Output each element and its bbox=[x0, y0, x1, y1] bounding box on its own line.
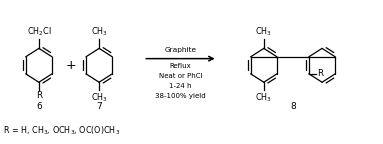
Text: CH$_3$: CH$_3$ bbox=[255, 91, 272, 104]
Text: Neat or PhCl: Neat or PhCl bbox=[159, 73, 202, 79]
Text: CH$_3$: CH$_3$ bbox=[255, 25, 272, 38]
Text: 38-100% yield: 38-100% yield bbox=[155, 92, 206, 98]
Text: Graphite: Graphite bbox=[164, 47, 196, 53]
Text: 7: 7 bbox=[96, 102, 102, 111]
Text: 8: 8 bbox=[290, 102, 296, 111]
Text: +: + bbox=[65, 59, 76, 72]
Text: R: R bbox=[36, 91, 42, 100]
Text: 1-24 h: 1-24 h bbox=[169, 83, 192, 89]
Text: R: R bbox=[317, 69, 323, 78]
Text: Reflux: Reflux bbox=[170, 63, 192, 69]
Text: 6: 6 bbox=[36, 102, 42, 111]
Text: R = H, CH$_3$, OCH$_3$, OC(O)CH$_3$: R = H, CH$_3$, OCH$_3$, OC(O)CH$_3$ bbox=[3, 124, 120, 137]
Text: CH$_3$: CH$_3$ bbox=[91, 25, 108, 38]
Text: CH$_2$Cl: CH$_2$Cl bbox=[26, 25, 51, 38]
Text: CH$_3$: CH$_3$ bbox=[91, 91, 108, 104]
